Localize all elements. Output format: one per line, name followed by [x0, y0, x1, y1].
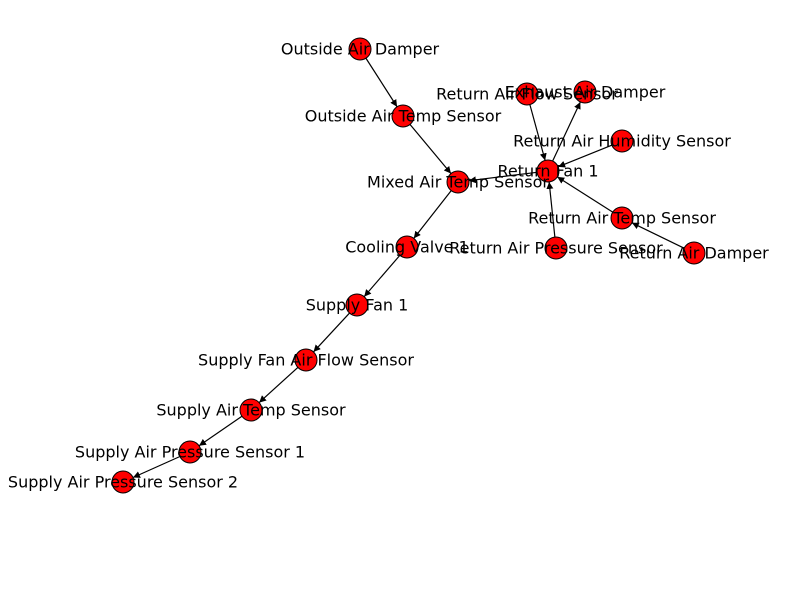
- node-return-air-pressure-sensor: [544, 236, 568, 260]
- node-supply-fan-air-flow-sensor: [294, 348, 318, 372]
- node-label-return-air-flow-sensor: Return Air Flow Sensor: [436, 85, 618, 104]
- edge-supply_fan_air_flow_sensor-to-supply_air_temp_sensor: [258, 366, 299, 404]
- node-return-fan-1: [536, 159, 560, 183]
- node-label-supply-air-pressure-sensor-1: Supply Air Pressure Sensor 1: [75, 443, 305, 462]
- node-label-supply-fan-1: Supply Fan 1: [306, 296, 409, 315]
- node-return-air-damper: [682, 241, 706, 265]
- edge-return_air_humidity_sensor-to-return_fan_1: [557, 144, 613, 168]
- node-supply-fan-1: [345, 293, 369, 317]
- node-outside-air-damper: [348, 37, 372, 61]
- node-return-air-temp-sensor: [610, 206, 634, 230]
- node-label-exhaust-air-damper: Exhaust Air Damper: [505, 83, 666, 102]
- edge-return_fan_1-to-mixed_air_temp_sensor: [468, 171, 538, 184]
- node-mixed-air-temp-sensor: [446, 170, 470, 194]
- node-label-return-fan-1: Return Fan 1: [497, 162, 598, 181]
- edge-cooling_valve_1-to-supply_fan_1: [363, 254, 401, 298]
- edge-return_air_flow_sensor-to-return_fan_1: [529, 104, 547, 161]
- node-supply-air-pressure-sensor-2: [111, 470, 135, 494]
- node-label-supply-air-pressure-sensor-2: Supply Air Pressure Sensor 2: [8, 473, 238, 492]
- node-return-air-flow-sensor: [515, 82, 539, 106]
- node-label-outside-air-damper: Outside Air Damper: [281, 40, 440, 59]
- edge-outside_air_damper-to-outside_air_temp_sensor: [365, 57, 398, 108]
- node-supply-air-temp-sensor: [239, 398, 263, 422]
- edge-supply_air_temp_sensor-to-supply_air_pressure_sensor_1: [198, 415, 243, 447]
- node-return-air-humidity-sensor: [610, 129, 634, 153]
- node-label-return-air-damper: Return Air Damper: [619, 244, 769, 263]
- edge-supply_air_pressure_sensor_1-to-supply_air_pressure_sensor_2: [132, 455, 181, 479]
- node-label-return-air-pressure-sensor: Return Air Pressure Sensor: [449, 239, 663, 258]
- node-cooling-valve-1: [395, 235, 419, 259]
- node-label-mixed-air-temp-sensor: Mixed Air Temp Sensor: [367, 173, 549, 192]
- node-exhaust-air-damper: [573, 80, 597, 104]
- nodes-layer: [111, 37, 706, 494]
- edge-return_air_pressure_sensor-to-return_fan_1: [546, 181, 556, 238]
- edge-return_air_damper-to-return_air_temp_sensor: [631, 222, 685, 249]
- node-label-return-air-humidity-sensor: Return Air Humidity Sensor: [513, 132, 731, 151]
- edges-layer: [132, 57, 685, 479]
- node-label-return-air-temp-sensor: Return Air Temp Sensor: [528, 209, 716, 228]
- node-label-supply-fan-air-flow-sensor: Supply Fan Air Flow Sensor: [198, 351, 414, 370]
- node-label-supply-air-temp-sensor: Supply Air Temp Sensor: [156, 401, 346, 420]
- edge-supply_fan_1-to-supply_fan_air_flow_sensor: [313, 312, 350, 353]
- edge-outside_air_temp_sensor-to-mixed_air_temp_sensor: [409, 124, 452, 174]
- node-supply-air-pressure-sensor-1: [178, 440, 202, 464]
- edge-return_air_temp_sensor-to-return_fan_1: [556, 176, 614, 213]
- node-label-outside-air-temp-sensor: Outside Air Temp Sensor: [305, 107, 502, 126]
- edge-mixed_air_temp_sensor-to-cooling_valve_1: [413, 190, 452, 239]
- labels-layer: Outside Air Damper Outside Air Temp Senso…: [8, 40, 769, 492]
- node-outside-air-temp-sensor: [391, 104, 415, 128]
- edge-return_fan_1-to-exhaust_air_damper: [552, 101, 581, 162]
- node-label-cooling-valve-1: Cooling Valve 1: [345, 238, 469, 257]
